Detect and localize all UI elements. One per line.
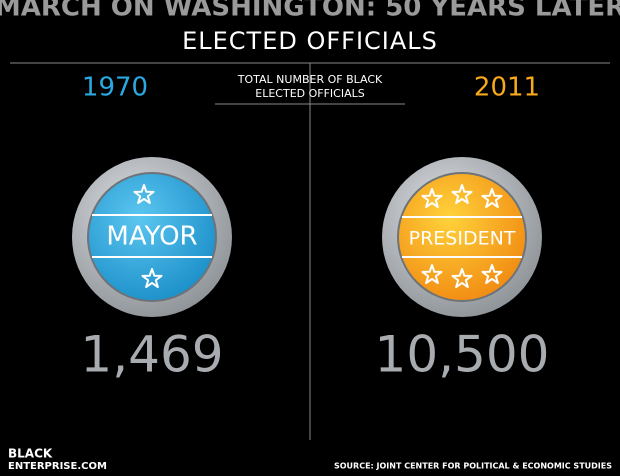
brand: BLACK [8, 447, 53, 461]
year: 2011 [474, 73, 540, 103]
number: 10,500 [375, 326, 550, 384]
brand: ENTERPRISE.COM [8, 461, 107, 472]
badge-label: PRESIDENT [409, 228, 516, 250]
badge: MAYOR [72, 157, 232, 317]
center-label: TOTAL NUMBER OF BLACK [237, 73, 383, 86]
center-label: ELECTED OFFICIALS [255, 87, 364, 100]
title: MARCH ON WASHINGTON: 50 YEARS LATER [0, 0, 620, 23]
badge-label: MAYOR [106, 222, 197, 252]
number: 1,469 [80, 326, 223, 384]
subtitle: ELECTED OFFICIALS [182, 27, 438, 55]
badge: PRESIDENT [382, 157, 542, 317]
source: SOURCE: JOINT CENTER FOR POLITICAL & ECO… [334, 462, 612, 471]
year: 1970 [82, 73, 148, 103]
